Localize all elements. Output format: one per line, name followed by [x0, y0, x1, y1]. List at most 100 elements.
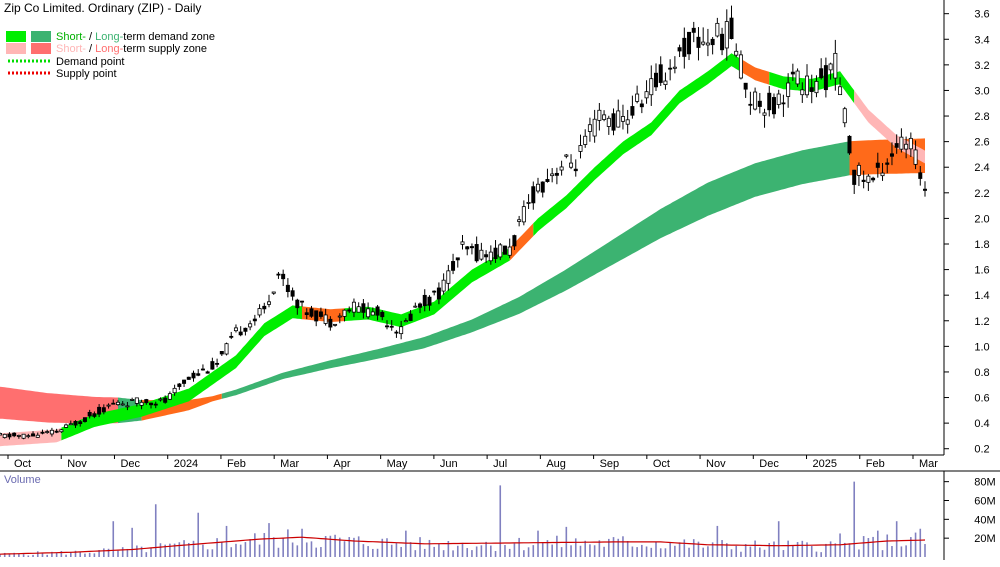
candle-body [49, 429, 54, 435]
candle-body [592, 118, 597, 137]
candle-body [224, 343, 229, 355]
volume-tick-label: 20M [974, 533, 995, 545]
candle-body [653, 72, 658, 88]
candle-body [805, 75, 810, 96]
candle-body [842, 108, 847, 124]
candle-body [2, 433, 7, 438]
candle-body [488, 251, 493, 262]
candle-body [149, 402, 154, 406]
price-tick-label: 0.2 [974, 444, 989, 456]
legend: Short- / Long-term demand zone Short- / … [6, 31, 215, 80]
legend-long-demand-swatch [31, 31, 51, 42]
candle-body [738, 54, 743, 79]
candle-body [139, 401, 144, 406]
volume-tick-label: 40M [974, 514, 995, 526]
candle-body [323, 314, 328, 324]
candle-body [158, 398, 163, 401]
candle-body [871, 177, 876, 181]
candle-body [422, 294, 427, 307]
candle-body [172, 387, 177, 394]
candle-body [682, 37, 687, 57]
candle-body [616, 110, 621, 128]
date-tick-label: Jun [440, 458, 458, 470]
legend-demand-zone: Short- / Long-term demand zone [56, 31, 215, 43]
chart-title: Zip Co Limited. Ordinary (ZIP) - Daily [4, 1, 201, 15]
candle-body [564, 154, 569, 157]
candle-body [512, 235, 517, 247]
candle-body [507, 246, 512, 256]
date-tick-label: Oct [14, 458, 31, 470]
candle-body [469, 246, 474, 249]
legend-short-demand-swatch [6, 31, 26, 42]
price-tick-label: 3.0 [974, 85, 989, 97]
candle-body [300, 300, 305, 303]
candle-body [649, 78, 654, 96]
candle-body [389, 325, 394, 328]
candle-body [861, 179, 866, 182]
legend-short-supply-swatch [6, 43, 26, 54]
date-tick-label: 2024 [174, 458, 198, 470]
candle-body [92, 413, 97, 417]
candle-body [672, 66, 677, 69]
candle-body [554, 172, 559, 176]
candle-body [408, 313, 413, 321]
candle-body [413, 305, 418, 308]
candle-body [578, 145, 583, 152]
candle-body [186, 376, 191, 380]
candle-body [106, 404, 111, 407]
candle-body [545, 179, 550, 182]
candle-body [795, 70, 800, 85]
candle-body [602, 114, 607, 120]
candle-body [696, 36, 701, 48]
candle-body [418, 303, 423, 308]
candle-body [786, 82, 791, 97]
candle-body [285, 284, 290, 292]
candle-body [205, 371, 210, 374]
date-tick-label: Mar [919, 458, 938, 470]
candle-body [233, 327, 238, 332]
candle-body [823, 65, 828, 91]
candle-body [380, 311, 385, 318]
candle-body [314, 310, 319, 322]
price-tick-label: 1.6 [974, 265, 989, 277]
date-tick-label: Apr [333, 458, 350, 470]
candle-body [856, 164, 861, 176]
candle-body [271, 291, 276, 294]
candle-body [361, 303, 366, 313]
candle-body [465, 246, 470, 250]
volume-label: Volume [4, 474, 41, 486]
volume-tick-label: 60M [974, 495, 995, 507]
candle-body [639, 103, 644, 108]
candle-body [366, 308, 371, 318]
date-tick-label: Feb [866, 458, 885, 470]
candle-body [78, 421, 83, 425]
candle-body [809, 87, 814, 92]
candle-body [328, 318, 333, 328]
candle-body [767, 92, 772, 111]
candle-body [852, 169, 857, 185]
candle-body [68, 423, 73, 426]
candle-body [762, 112, 767, 116]
candle-body [587, 124, 592, 132]
candle-body [479, 249, 484, 260]
candle-body [82, 417, 87, 422]
candle-body [573, 168, 578, 172]
short-term-zone-band [344, 247, 510, 328]
price-tick-label: 1.8 [974, 239, 989, 251]
legend-supply-point: Supply point [56, 68, 117, 80]
candle-body [191, 372, 196, 379]
candle-body [668, 67, 673, 70]
date-tick-label: May [387, 458, 408, 470]
candle-body [814, 81, 819, 94]
candle-body [517, 219, 522, 222]
volume-panel [0, 481, 926, 557]
candle-body [101, 407, 106, 413]
candle-body [318, 311, 323, 317]
candle-body [12, 432, 17, 437]
candle-body [347, 309, 352, 312]
candle-body [866, 175, 871, 183]
candle-body [606, 117, 611, 127]
candle-body [370, 311, 375, 316]
candle-body [630, 106, 635, 116]
